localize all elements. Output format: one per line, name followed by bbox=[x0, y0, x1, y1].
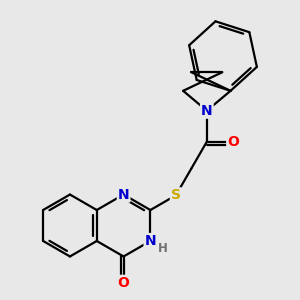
Text: N: N bbox=[118, 188, 129, 202]
Text: N: N bbox=[145, 234, 156, 248]
Text: O: O bbox=[227, 135, 239, 149]
Text: H: H bbox=[158, 242, 168, 255]
Text: N: N bbox=[201, 104, 213, 118]
Text: O: O bbox=[118, 276, 130, 290]
Text: S: S bbox=[171, 188, 181, 202]
